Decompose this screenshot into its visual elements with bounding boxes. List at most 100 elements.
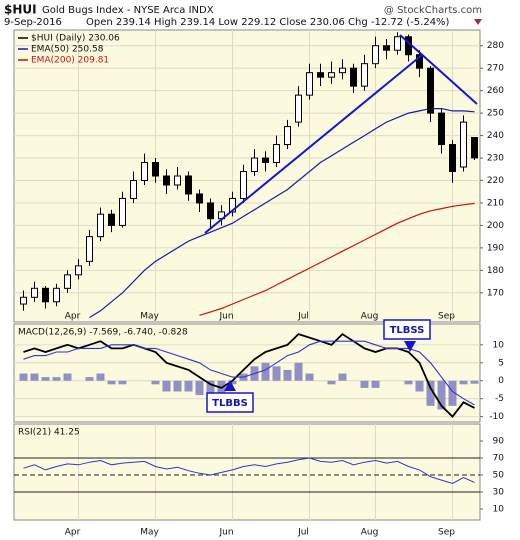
histogram-bar <box>437 380 446 410</box>
histogram-bar <box>272 366 281 381</box>
candle-body <box>295 94 302 123</box>
candle-body <box>262 157 269 164</box>
histogram-bar <box>338 373 347 381</box>
candle-body <box>284 126 291 146</box>
x-tick-label: Jul <box>297 528 309 538</box>
histogram-bar <box>360 380 369 388</box>
histogram-bar <box>206 380 215 396</box>
candle-body <box>20 296 27 305</box>
histogram-bar <box>151 380 160 385</box>
y-tick-label: 170 <box>487 288 504 298</box>
annotation: TLBBS <box>212 398 248 409</box>
candle-body <box>240 171 247 199</box>
panels: Apr May Jun Jul Aug Sep 170 180 190 200 210 220 230 2… <box>13 29 505 521</box>
histogram-bar <box>283 369 292 381</box>
panel-label: MACD(12,26,9) -7.569, -6.740, -0.828 <box>18 328 188 338</box>
candle-body <box>108 213 115 226</box>
candle-body <box>42 287 49 303</box>
candle-body <box>86 236 93 262</box>
candle-body <box>207 202 214 220</box>
macd-line <box>23 340 475 406</box>
y-tick-label: 90 <box>493 436 505 446</box>
candle-body <box>383 45 390 51</box>
histogram-bar <box>371 380 380 388</box>
candle-body <box>350 67 357 87</box>
histogram-bar <box>41 377 50 381</box>
y-tick-label: 250 <box>487 109 504 119</box>
arrow-up <box>224 380 236 391</box>
histogram-bar <box>19 373 28 381</box>
candle-body <box>97 213 104 238</box>
x-tick-label: Jun <box>218 312 233 322</box>
candle-body <box>31 287 38 298</box>
y-tick-label: 50 <box>493 470 505 480</box>
candle-body <box>372 45 379 65</box>
y-tick-label: 10 <box>493 340 505 350</box>
histogram-bar <box>173 380 182 392</box>
annotation: TLBSS <box>390 325 425 336</box>
candle-body <box>273 144 280 164</box>
histogram-bar <box>305 373 314 381</box>
legend-label: EMA(50) 250.58 <box>31 45 104 55</box>
x-tick-label: Aug <box>361 528 379 538</box>
annotation-box <box>383 319 431 340</box>
y-tick-label: 10 <box>493 504 505 514</box>
histogram-bar <box>118 380 127 385</box>
histogram-bar <box>195 380 204 396</box>
panel <box>13 423 481 521</box>
candle-body <box>251 157 258 173</box>
quote: Open 239.14 High 239.14 Low 229.12 Close… <box>86 17 450 28</box>
y-tick-label: 5 <box>498 358 504 368</box>
candle-body <box>361 63 368 87</box>
x-tick-label: Apr <box>65 312 81 322</box>
rsi-line <box>23 457 475 485</box>
candle-body <box>427 67 434 114</box>
candle-body <box>328 72 335 78</box>
candle-body <box>471 137 478 159</box>
y-tick-label: -5 <box>495 394 504 404</box>
legend-label: $HUI (Daily) 230.06 <box>31 34 120 44</box>
candle-body <box>141 162 148 181</box>
histogram-bar <box>52 377 61 381</box>
x-tick-label: Sep <box>438 312 455 322</box>
trendline <box>399 34 478 105</box>
candle-body <box>130 179 137 199</box>
panel-label: RSI(21) 41.25 <box>18 428 80 438</box>
y-tick-label: 230 <box>487 154 504 164</box>
histogram-bar <box>459 380 468 385</box>
annotation-box <box>206 392 254 413</box>
histogram-bar <box>470 380 479 384</box>
credit: @ StockCharts.com <box>384 5 482 16</box>
y-tick-label: -10 <box>489 412 504 422</box>
histogram-bar <box>415 380 424 392</box>
histogram-bar <box>184 380 193 392</box>
candle-body <box>317 72 324 78</box>
candle-body <box>75 265 82 276</box>
y-tick-label: 220 <box>487 176 504 186</box>
arrow-down <box>404 341 416 352</box>
x-tick-label: May <box>140 528 159 538</box>
candle-body <box>174 175 181 186</box>
histogram-bar <box>85 377 94 381</box>
y-tick-label: 260 <box>487 86 504 96</box>
chart-title: Gold Bugs Index - NYSE Arca INDX <box>42 5 214 16</box>
candle-body <box>163 175 170 186</box>
symbol: $HUI <box>4 3 37 17</box>
candle-body <box>306 72 313 96</box>
x-tick-label: Aug <box>361 312 379 322</box>
candle-body <box>64 274 71 289</box>
histogram-bar <box>30 373 39 381</box>
histogram-bar <box>96 373 105 381</box>
candle-body <box>460 121 467 168</box>
x-tick-label: Apr <box>65 528 81 538</box>
candle-body <box>416 54 423 69</box>
candle-body <box>438 112 445 146</box>
histogram-bar <box>261 362 270 381</box>
histogram-bar <box>294 362 303 381</box>
ema-line <box>89 108 475 319</box>
candle-body <box>152 162 159 177</box>
ema-line <box>199 202 475 316</box>
histogram-bar <box>448 380 457 406</box>
histogram-bar <box>63 373 72 381</box>
y-tick-label: 0 <box>498 376 504 386</box>
